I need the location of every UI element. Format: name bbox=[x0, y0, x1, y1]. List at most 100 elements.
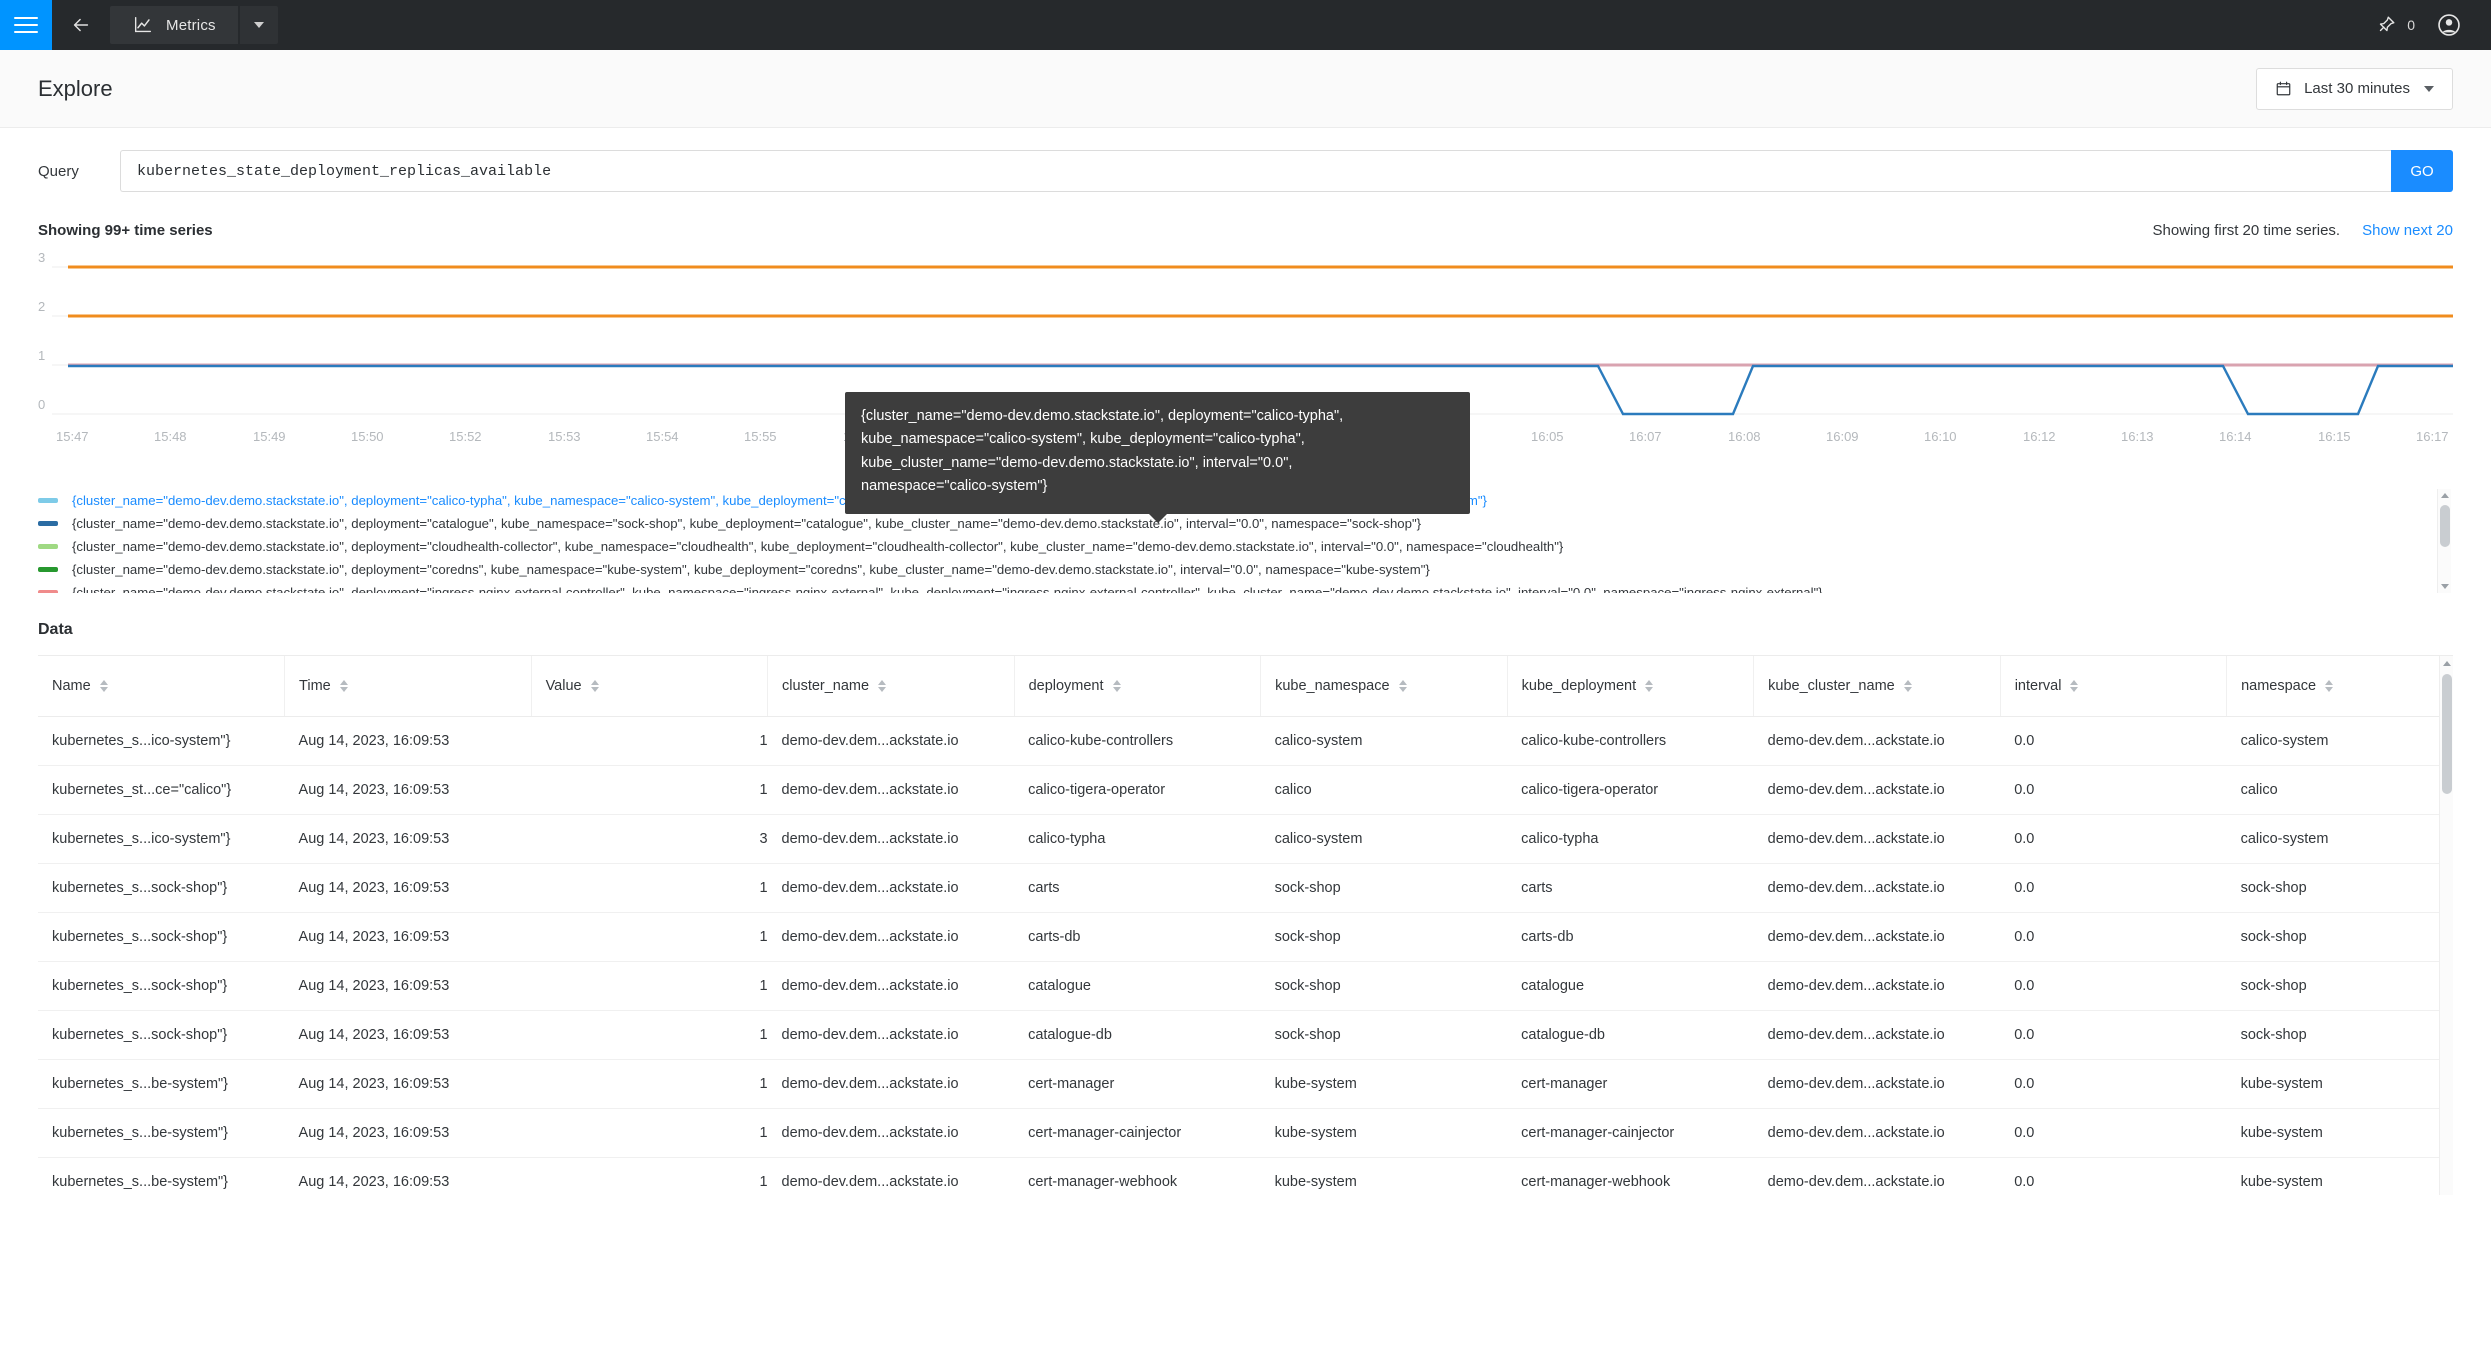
table-row[interactable]: kubernetes_s...be-system"} Aug 14, 2023, … bbox=[38, 1059, 2453, 1109]
column-header-kube-deployment[interactable]: kube_deployment bbox=[1507, 656, 1755, 717]
svg-text:16:12: 16:12 bbox=[2023, 429, 2056, 444]
column-header-kube-cluster-name[interactable]: kube_cluster_name bbox=[1753, 656, 2001, 717]
table-cell-interval: 0.0 bbox=[2000, 765, 2227, 815]
table-row[interactable]: kubernetes_s...be-system"} Aug 14, 2023, … bbox=[38, 1108, 2453, 1158]
table-cell-kube_namespace: kube-system bbox=[1260, 1108, 1508, 1158]
table-cell-name: kubernetes_s...sock-shop"} bbox=[38, 863, 285, 913]
table-cell-namespace: calico-system bbox=[2226, 716, 2453, 766]
data-section: Data Name Time Value cluster_name deploy… bbox=[0, 621, 2491, 1195]
svg-text:15:53: 15:53 bbox=[548, 429, 581, 444]
sort-arrows-icon[interactable] bbox=[590, 680, 599, 692]
svg-text:16:08: 16:08 bbox=[1728, 429, 1761, 444]
table-row[interactable]: kubernetes_s...ico-system"} Aug 14, 2023,… bbox=[38, 814, 2453, 864]
table-cell-value: 1 bbox=[531, 1010, 768, 1060]
table-cell-kube_deployment: cert-manager bbox=[1507, 1059, 1754, 1109]
sort-arrows-icon[interactable] bbox=[339, 680, 348, 692]
table-cell-time: Aug 14, 2023, 16:09:53 bbox=[284, 912, 532, 962]
table-cell-kube_namespace: calico-system bbox=[1260, 716, 1508, 766]
legend-color-swatch bbox=[38, 544, 58, 549]
column-header-namespace[interactable]: namespace bbox=[2226, 656, 2453, 717]
table-row[interactable]: kubernetes_st...ce="calico"} Aug 14, 2023… bbox=[38, 765, 2453, 815]
svg-text:15:47: 15:47 bbox=[56, 429, 89, 444]
scroll-up-icon[interactable] bbox=[2441, 493, 2449, 498]
sort-arrows-icon[interactable] bbox=[2070, 680, 2079, 692]
show-next-link[interactable]: Show next 20 bbox=[2362, 222, 2453, 239]
table-cell-kube_namespace: calico bbox=[1260, 765, 1508, 815]
column-header-cluster-name[interactable]: cluster_name bbox=[767, 656, 1015, 717]
table-row[interactable]: kubernetes_s...sock-shop"} Aug 14, 2023, … bbox=[38, 912, 2453, 962]
chart-tooltip: {cluster_name="demo-dev.demo.stackstate.… bbox=[845, 392, 1470, 523]
page-header: Explore Last 30 minutes bbox=[0, 50, 2491, 128]
svg-text:16:17: 16:17 bbox=[2416, 429, 2449, 444]
table-cell-value: 1 bbox=[531, 716, 768, 766]
table-cell-deployment: carts bbox=[1014, 863, 1261, 913]
legend-item[interactable]: {cluster_name="demo-dev.demo.stackstate.… bbox=[38, 535, 2427, 558]
table-cell-value: 1 bbox=[531, 912, 768, 962]
table-cell-interval: 0.0 bbox=[2000, 912, 2227, 962]
tab-dropdown-button[interactable] bbox=[239, 6, 278, 44]
svg-text:0: 0 bbox=[38, 397, 45, 412]
tooltip-arrow bbox=[1148, 513, 1167, 523]
column-header-deployment[interactable]: deployment bbox=[1014, 656, 1262, 717]
scrollbar-thumb[interactable] bbox=[2442, 674, 2452, 794]
column-header-label: namespace bbox=[2241, 678, 2317, 694]
scroll-down-icon[interactable] bbox=[2441, 584, 2449, 589]
scroll-up-icon[interactable] bbox=[2443, 661, 2451, 666]
table-cell-kube_deployment: carts bbox=[1507, 863, 1754, 913]
table-cell-kube_deployment: cert-manager-cainjector bbox=[1507, 1108, 1754, 1158]
column-header-name[interactable]: Name bbox=[38, 656, 286, 717]
table-cell-kube_cluster_name: demo-dev.dem...ackstate.io bbox=[1753, 1108, 2001, 1158]
table-row[interactable]: kubernetes_s...sock-shop"} Aug 14, 2023, … bbox=[38, 1010, 2453, 1060]
table-cell-kube_cluster_name: demo-dev.dem...ackstate.io bbox=[1753, 961, 2001, 1011]
table-cell-value: 1 bbox=[531, 1059, 768, 1109]
sort-arrows-icon[interactable] bbox=[1398, 680, 1407, 692]
table-row[interactable]: kubernetes_s...ico-system"} Aug 14, 2023,… bbox=[38, 716, 2453, 766]
tooltip-line: namespace="calico-system"} bbox=[861, 478, 1048, 495]
go-button[interactable]: GO bbox=[2391, 150, 2453, 192]
scrollbar-thumb[interactable] bbox=[2440, 505, 2450, 547]
column-header-kube-namespace[interactable]: kube_namespace bbox=[1260, 656, 1508, 717]
table-cell-deployment: cert-manager-webhook bbox=[1014, 1157, 1261, 1195]
column-header-label: kube_cluster_name bbox=[1768, 678, 1895, 694]
time-range-label: Last 30 minutes bbox=[2304, 80, 2410, 97]
table-cell-name: kubernetes_s...sock-shop"} bbox=[38, 1010, 285, 1060]
sort-arrows-icon[interactable] bbox=[1112, 680, 1121, 692]
column-header-value[interactable]: Value bbox=[531, 656, 769, 717]
column-header-time[interactable]: Time bbox=[284, 656, 532, 717]
sort-arrows-icon[interactable] bbox=[99, 680, 108, 692]
table-cell-time: Aug 14, 2023, 16:09:53 bbox=[284, 1059, 532, 1109]
table-row[interactable]: kubernetes_s...sock-shop"} Aug 14, 2023, … bbox=[38, 863, 2453, 913]
legend-item[interactable]: {cluster_name="demo-dev.demo.stackstate.… bbox=[38, 581, 2427, 593]
table-body: kubernetes_s...ico-system"} Aug 14, 2023,… bbox=[38, 716, 2453, 1195]
series-first-label: Showing first 20 time series. bbox=[2152, 222, 2341, 239]
table-cell-kube_namespace: sock-shop bbox=[1260, 863, 1508, 913]
table-cell-kube_deployment: catalogue-db bbox=[1507, 1010, 1754, 1060]
table-row[interactable]: kubernetes_s...sock-shop"} Aug 14, 2023, … bbox=[38, 961, 2453, 1011]
legend-item[interactable]: {cluster_name="demo-dev.demo.stackstate.… bbox=[38, 512, 2427, 535]
sort-arrows-icon[interactable] bbox=[1903, 680, 1912, 692]
time-range-picker[interactable]: Last 30 minutes bbox=[2256, 67, 2453, 110]
legend-scrollbar[interactable] bbox=[2437, 489, 2451, 593]
table-scrollbar[interactable] bbox=[2439, 656, 2453, 1195]
time-series-chart[interactable]: 3 2 1 0 15:47 15:48 15:49 15:50 15:52 15… bbox=[38, 245, 2453, 485]
query-input[interactable] bbox=[120, 150, 2391, 192]
hamburger-menu-button[interactable] bbox=[0, 0, 52, 50]
column-header-interval[interactable]: interval bbox=[2000, 656, 2228, 717]
tab-metrics[interactable]: Metrics bbox=[110, 6, 238, 44]
table-row[interactable]: kubernetes_s...be-system"} Aug 14, 2023, … bbox=[38, 1157, 2453, 1195]
legend-color-swatch bbox=[38, 498, 58, 503]
query-label: Query bbox=[38, 162, 79, 180]
query-row: Query GO bbox=[38, 128, 2453, 192]
main-content: Query GO Showing 99+ time series Showing… bbox=[0, 128, 2491, 1195]
legend-item[interactable]: {cluster_name="demo-dev.demo.stackstate.… bbox=[38, 558, 2427, 581]
legend-color-swatch bbox=[38, 590, 58, 593]
back-button[interactable] bbox=[52, 0, 110, 50]
table-cell-name: kubernetes_s...sock-shop"} bbox=[38, 961, 285, 1011]
user-menu-button[interactable] bbox=[2429, 5, 2469, 45]
sort-arrows-icon[interactable] bbox=[2325, 680, 2334, 692]
svg-text:16:13: 16:13 bbox=[2121, 429, 2154, 444]
sort-arrows-icon[interactable] bbox=[1645, 680, 1654, 692]
sort-arrows-icon[interactable] bbox=[878, 680, 887, 692]
data-table-container: Name Time Value cluster_name deployment … bbox=[38, 655, 2453, 1195]
pinned-items-button[interactable]: 0 bbox=[2367, 14, 2423, 36]
